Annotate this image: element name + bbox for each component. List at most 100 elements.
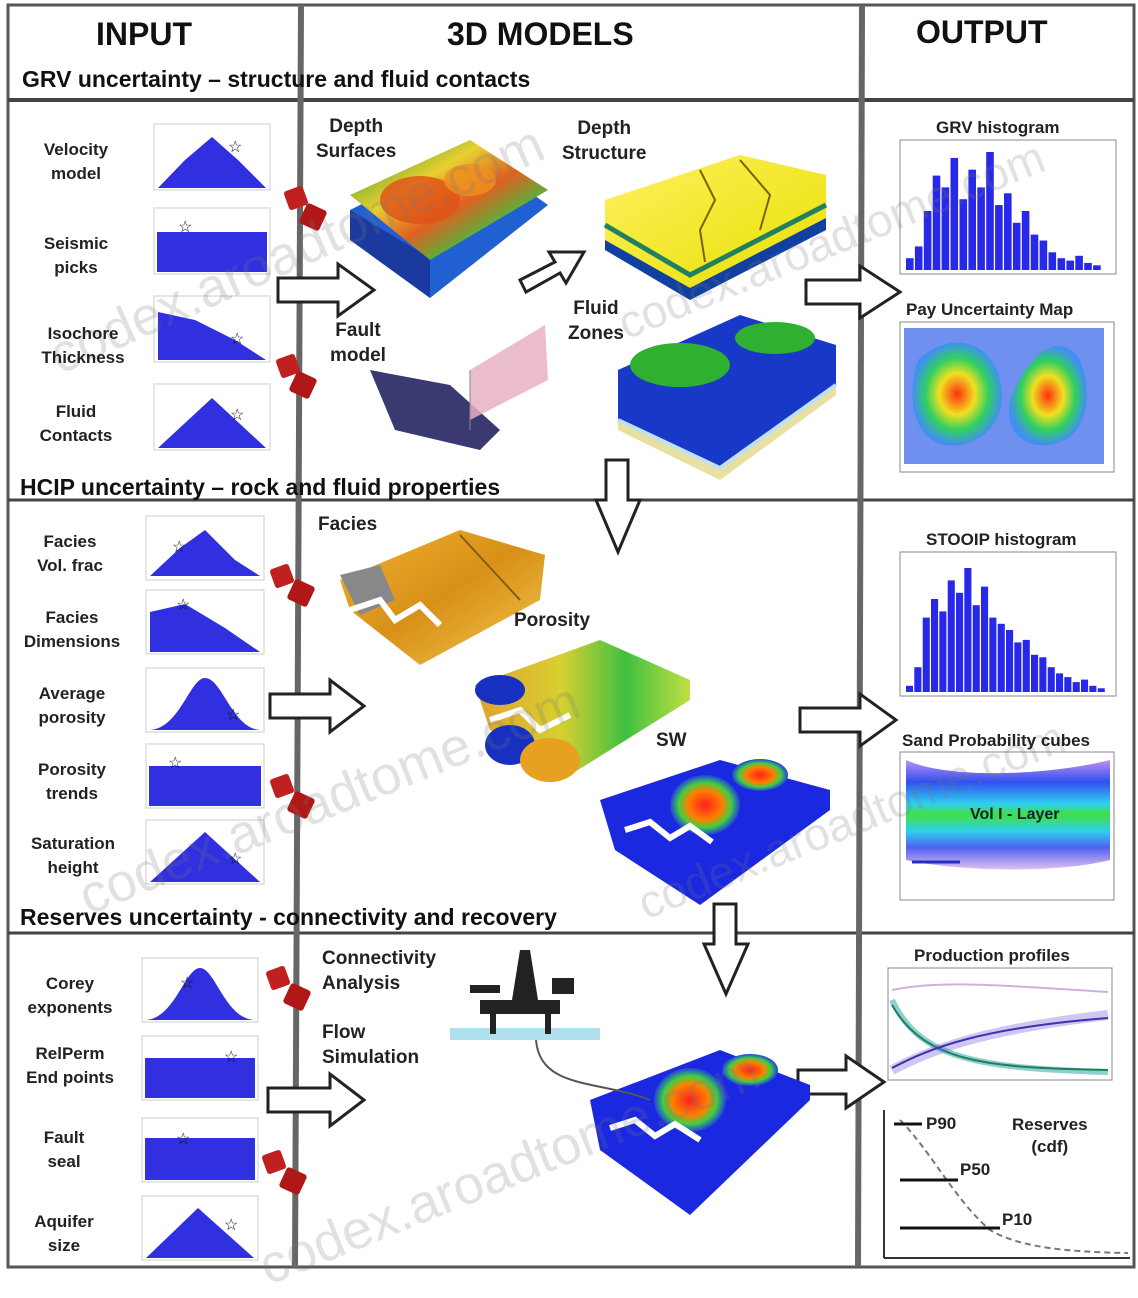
cdf-label-p50: P50 xyxy=(960,1160,991,1179)
histogram-bar xyxy=(1012,222,1021,270)
model-label-porosity: Porosity xyxy=(514,610,591,631)
histogram-bar xyxy=(964,568,972,692)
dist-aquifer-size: ☆ xyxy=(141,1195,259,1261)
workflow-diagram: ☆ ☆ ☆ ☆ ☆ ☆ ☆ xyxy=(6,3,1136,1297)
output-label-production-profiles: Production profiles xyxy=(914,946,1070,965)
histogram-bar xyxy=(950,157,959,270)
dist-seismic-picks: ☆ xyxy=(153,207,271,275)
histogram-bar xyxy=(941,187,950,270)
column-header-output: OUTPUT xyxy=(916,14,1048,50)
histogram-bar xyxy=(914,246,923,270)
stooip-histogram-bars xyxy=(906,568,1105,692)
svg-text:☆: ☆ xyxy=(226,707,240,724)
model-label-facies: Facies xyxy=(318,514,378,535)
svg-text:☆: ☆ xyxy=(168,755,182,772)
cdf-label-p10: P10 xyxy=(1002,1210,1033,1229)
input-label-corey-exponents: Corey exponents xyxy=(27,974,113,1017)
svg-text:☆: ☆ xyxy=(230,407,244,424)
output-grv-histogram xyxy=(899,139,1117,275)
input-label-relperm-end-points: RelPerm End points xyxy=(26,1044,114,1087)
model-sw xyxy=(600,759,830,905)
histogram-bar xyxy=(1021,211,1030,270)
section-title-grv: GRV uncertainty – structure and fluid co… xyxy=(22,66,531,92)
svg-text:☆: ☆ xyxy=(176,1131,190,1148)
dist-porosity-trends: ☆ xyxy=(145,743,265,809)
dice-icons xyxy=(262,186,327,1195)
model-depth-structure xyxy=(603,155,828,300)
column-divider-2 xyxy=(855,4,865,1268)
histogram-bar xyxy=(1064,677,1072,692)
grv-histogram-bars xyxy=(906,152,1101,270)
output-sand-cubes xyxy=(899,751,1115,901)
histogram-bar xyxy=(906,258,914,270)
dist-average-porosity: ☆ xyxy=(145,667,265,733)
histogram-bar xyxy=(1014,642,1022,692)
histogram-bar xyxy=(1072,682,1080,692)
histogram-bar xyxy=(932,175,941,270)
dist-corey-exponents: ☆ xyxy=(141,957,259,1023)
arrow-input-hcip xyxy=(268,676,367,736)
histogram-bar xyxy=(956,592,964,692)
model-fault xyxy=(370,325,548,450)
dist-facies-dimensions: ☆ xyxy=(145,589,265,655)
histogram-bar xyxy=(1030,234,1039,270)
input-label-facies-dimensions: Facies Dimensions xyxy=(23,608,121,651)
histogram-bar xyxy=(1057,258,1066,270)
section-title-reserves: Reserves uncertainty - connectivity and … xyxy=(20,904,557,930)
outer-frame xyxy=(6,3,1136,1269)
input-label-saturation-height: Saturation height xyxy=(30,834,116,877)
model-label-depth-surfaces: Depth Surfaces xyxy=(316,116,397,162)
svg-text:☆: ☆ xyxy=(176,597,190,614)
histogram-bar xyxy=(947,580,955,692)
svg-text:☆: ☆ xyxy=(228,139,242,156)
diagram-graphics: ☆ ☆ ☆ ☆ ☆ ☆ ☆ xyxy=(6,3,1136,1269)
dist-fault-seal: ☆ xyxy=(141,1117,259,1183)
svg-text:☆: ☆ xyxy=(180,975,194,992)
model-fluid-zones xyxy=(617,315,838,480)
histogram-bar xyxy=(1022,639,1030,692)
input-label-porosity-trends: Porosity trends xyxy=(37,760,107,803)
model-label-connectivity: Connectivity Analysis xyxy=(322,948,437,994)
svg-text:☆: ☆ xyxy=(172,539,186,556)
input-label-seismic-picks: Seismic picks xyxy=(43,234,109,277)
model-label-depth-structure: Depth Structure xyxy=(562,118,647,164)
histogram-bar xyxy=(1075,255,1083,270)
model-depth-surfaces xyxy=(350,140,548,298)
histogram-bar xyxy=(1031,654,1039,692)
histogram-bar xyxy=(1089,685,1097,692)
dist-saturation-height: ☆ xyxy=(145,819,265,885)
histogram-bar xyxy=(1056,673,1064,692)
input-label-velocity-model: Velocity model xyxy=(43,140,109,183)
input-label-average-porosity: Average porosity xyxy=(38,684,106,727)
dist-relperm-end-points: ☆ xyxy=(141,1035,259,1101)
dice-icon xyxy=(266,966,311,1011)
histogram-bar xyxy=(1039,240,1048,270)
arrow-down-2 xyxy=(701,902,751,998)
section-title-hcip: HCIP uncertainty – rock and fluid proper… xyxy=(20,474,501,500)
output-label-sand-cubes: Sand Probability cubes xyxy=(902,731,1090,750)
histogram-bar xyxy=(959,199,968,270)
arrow-input-reserves xyxy=(266,1070,367,1130)
histogram-bar xyxy=(1084,262,1092,270)
histogram-bar xyxy=(1006,630,1014,692)
arrow-input-grv xyxy=(276,261,377,319)
dice-icon xyxy=(270,564,315,607)
histogram-bar xyxy=(972,605,980,692)
model-facies xyxy=(340,530,545,665)
histogram-bar xyxy=(968,169,976,270)
arrow-hcip-output xyxy=(798,691,899,749)
histogram-bar xyxy=(977,187,985,270)
histogram-bar xyxy=(1097,688,1105,692)
histogram-bar xyxy=(1093,265,1101,270)
histogram-bar xyxy=(995,205,1003,270)
output-label-grv-histogram: GRV histogram xyxy=(936,118,1060,137)
column-header-3d-models: 3D MODELS xyxy=(447,16,634,52)
histogram-bar xyxy=(986,152,994,270)
output-stooip-histogram xyxy=(899,551,1117,697)
dice-icon xyxy=(284,186,327,231)
histogram-bar xyxy=(1081,679,1089,692)
dist-isochore-thickness: ☆ xyxy=(153,295,271,363)
cdf-label-p90: P90 xyxy=(926,1114,957,1133)
dice-icon xyxy=(276,354,317,399)
input-label-fluid-contacts: Fluid Contacts xyxy=(39,402,113,445)
